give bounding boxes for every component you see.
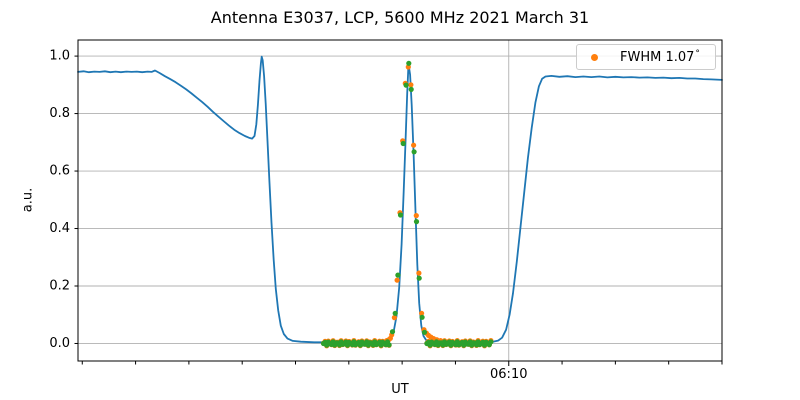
- y-axis-label: a.u.: [20, 187, 36, 213]
- y-tick-label: 0.2: [49, 278, 70, 293]
- gaussian-fit-point: [392, 310, 398, 316]
- x-axis-label: UT: [391, 382, 409, 397]
- gaussian-fit-point: [397, 212, 404, 218]
- gaussian-fit-point: [419, 314, 425, 320]
- degree-symbol: °: [695, 49, 700, 59]
- drift-scan-curve: [77, 55, 723, 344]
- y-tick-label: 0.0: [49, 336, 70, 351]
- y-tick-label: 0.6: [49, 164, 70, 179]
- plot-area: [77, 55, 723, 349]
- plot-border: [77, 39, 723, 362]
- gaussian-fit-point: [408, 86, 414, 92]
- y-tick-label: 1.0: [49, 49, 70, 64]
- gaussian-fit-point: [400, 140, 406, 147]
- measured-point: [391, 315, 397, 321]
- measured-point: [394, 277, 400, 283]
- gaussian-fit-point: [411, 149, 417, 155]
- gaussian-fit-point: [406, 60, 412, 66]
- legend-marker-icon: [591, 53, 598, 61]
- legend-label: FWHM 1.07: [620, 50, 695, 65]
- gaussian-fit-point: [389, 329, 396, 335]
- gaussian-fit-point: [413, 219, 420, 225]
- chart-title: Antenna E3037, LCP, 5600 MHz 2021 March …: [210, 8, 590, 27]
- gaussian-fit-point: [416, 275, 422, 281]
- measured-point: [411, 142, 417, 148]
- y-tick-label: 0.4: [49, 221, 70, 236]
- x-tick-label: 06:10: [490, 367, 527, 382]
- y-tick-label: 0.8: [49, 106, 70, 121]
- measured-point: [408, 82, 414, 88]
- gaussian-fit-point: [395, 272, 401, 278]
- gaussian-fit-point: [421, 329, 428, 335]
- gaussian-fit-point: [386, 342, 392, 348]
- gaussian-fit-point: [403, 82, 409, 88]
- gaussian-fit-points: [320, 60, 494, 348]
- legend: FWHM 1.07°: [576, 44, 716, 70]
- measured-point: [413, 213, 419, 219]
- gaussian-fit-point: [488, 339, 494, 345]
- measured-point: [419, 310, 425, 316]
- measured-point: [416, 270, 422, 276]
